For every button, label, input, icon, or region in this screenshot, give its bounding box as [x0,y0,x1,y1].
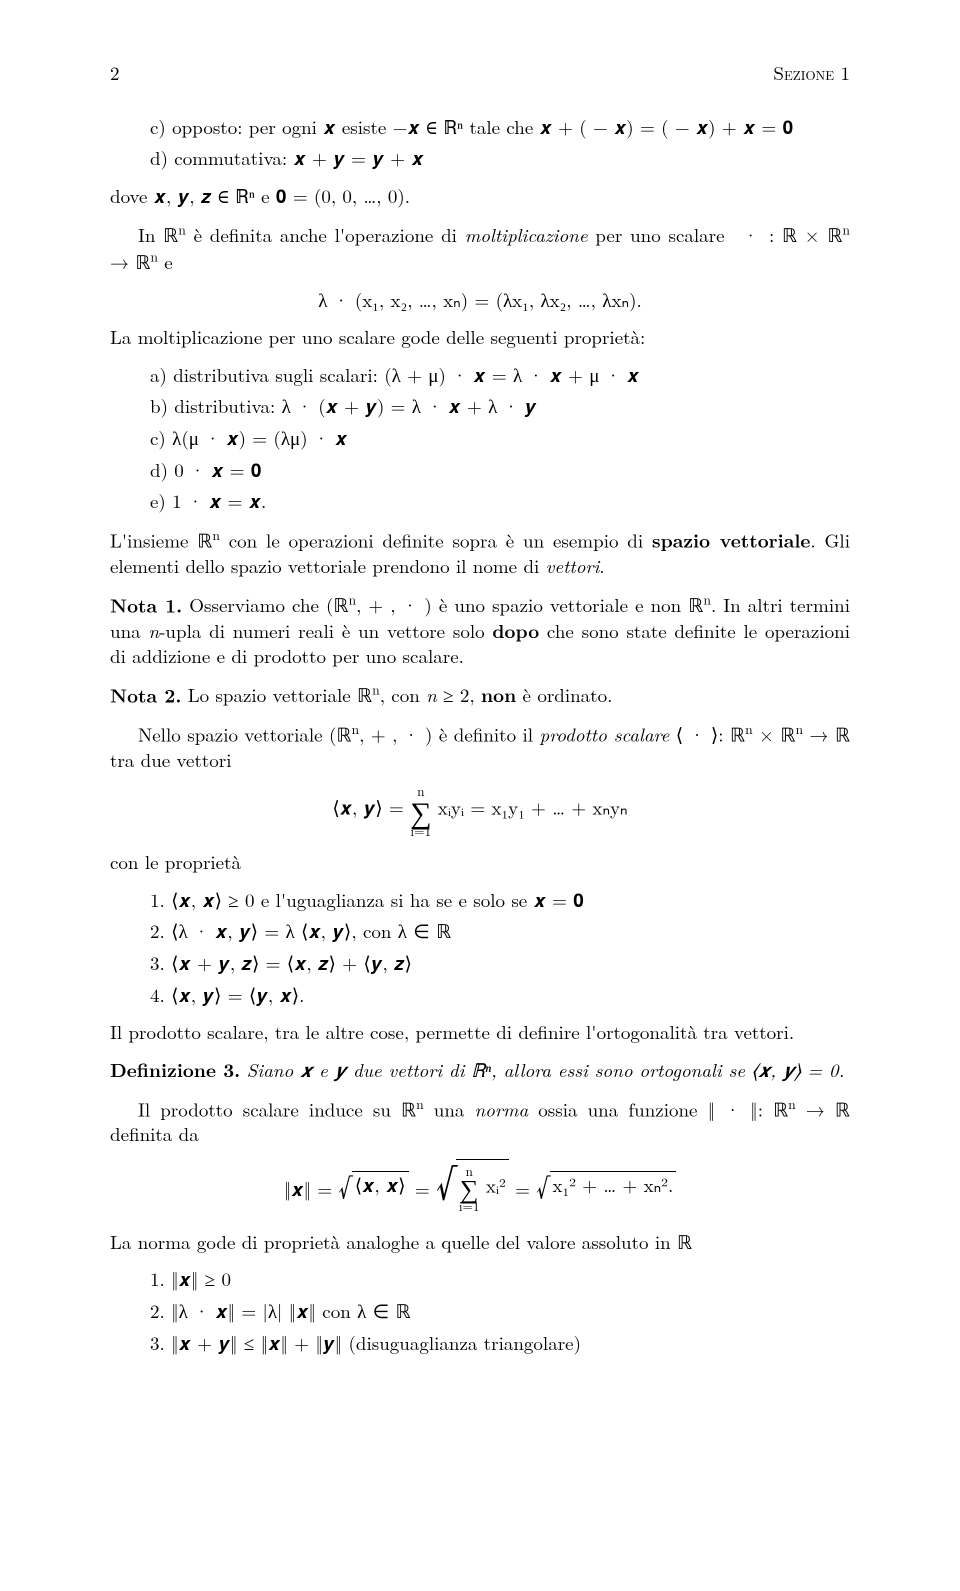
nota-1: Nota 1. Osserviamo che (ℝn, + , · ) è un… [110,591,850,669]
prodotto-scalare-intro: Nello spazio vettoriale (ℝn, + , · ) è d… [110,720,850,773]
item-d-zero: d) 0 · 𝒙 = 𝟎 [150,457,850,483]
sum-block-norma: n ∑ i=1 [459,1164,480,1213]
running-header: 2 Sezione 1 [110,60,850,86]
moltiplicazione-props-intro: La moltiplicazione per uno scalare gode … [110,324,850,350]
nota2-label: Nota 2. [110,680,181,708]
text: In ℝn è definita anche l'operazione di m… [110,221,850,275]
sum-lower: i=1 [459,1199,480,1212]
prodotto-scalare-closing: Il prodotto scalare, tra le altre cose, … [110,1019,850,1045]
nota2-text: Lo spazio vettoriale ℝn, con n ≥ 2, non … [188,681,613,708]
item-c-opposto: c) opposto: per ogni 𝒙 esiste −𝒙 ∈ ℝⁿ ta… [150,114,850,140]
nota1-text: Osserviamo che (ℝn, + , · ) è uno spazio… [110,591,850,669]
section-title: Sezione 1 [773,60,850,86]
moltiplicazione-eq: λ · (x₁, x₂, …, xₙ) = (λx₁, λx₂, …, λxₙ)… [110,287,850,313]
prodotto-scalare-eq: ⟨𝒙, 𝒚⟩ = n ∑ i=1 xᵢyᵢ = x₁y₁ + … + xₙyₙ [110,784,850,837]
sqrt-3: √ x₁² + … + xₙ². [536,1171,676,1199]
sum-body: xᵢ² [486,1172,506,1199]
norma-lhs: ‖𝒙‖ = [284,1175,339,1202]
nota1-label: Nota 1. [110,590,182,618]
sqrt-sign-icon: √ [436,1159,456,1217]
rhs: xᵢyᵢ = x₁y₁ + … + xₙyₙ [438,794,628,821]
norma-intro: Il prodotto scalare induce su ℝn una nor… [110,1095,850,1148]
def3-text: Siano 𝒙 e 𝒚 due vettori di ℝⁿ, allora es… [247,1056,845,1083]
sqrt-2: √ n ∑ i=1 xᵢ² [436,1159,509,1217]
eq3: = [515,1175,536,1202]
norma-props-intro: La norma gode di proprietà analoghe a qu… [110,1229,850,1255]
nota-2: Nota 2. Lo spazio vettoriale ℝn, con n ≥… [110,681,850,708]
prop-3: 3. ⟨𝒙 + 𝒚, 𝒛⟩ = ⟨𝒙, 𝒛⟩ + ⟨𝒚, 𝒛⟩ [150,950,850,976]
sqrt-1: √ ⟨𝒙, 𝒙⟩ [338,1171,408,1199]
item-e-one: e) 1 · 𝒙 = 𝒙. [150,488,850,514]
con-proprieta: con le proprietà [110,849,850,875]
document-page: 2 Sezione 1 c) opposto: per ogni 𝒙 esist… [0,0,960,1591]
norma-prop-3: 3. ‖𝒙 + 𝒚‖ ≤ ‖𝒙‖ + ‖𝒚‖ (disuguaglianza t… [150,1330,850,1356]
sqrt-body-3: x₁² + … + xₙ². [550,1171,677,1199]
eq2: = [415,1175,436,1202]
prop-4: 4. ⟨𝒙, 𝒚⟩ = ⟨𝒚, 𝒙⟩. [150,982,850,1008]
dove-line: dove 𝒙, 𝒚, 𝒛 ∈ ℝⁿ e 𝟎 = (0, 0, …, 0). [110,183,850,209]
norma-prop-2: 2. ‖λ · 𝒙‖ = |λ| ‖𝒙‖ con λ ∈ ℝ [150,1298,850,1324]
sum-block: n ∑ i=1 [410,784,431,837]
sqrt-sign-icon: √ [338,1171,351,1199]
insieme-para: L'insieme ℝn con le operazioni definite … [110,526,850,579]
sqrt-body-2: n ∑ i=1 xᵢ² [456,1159,509,1217]
sqrt-sign-icon: √ [536,1171,549,1199]
sqrt-body-1: ⟨𝒙, 𝒙⟩ [352,1171,409,1199]
prop-2: 2. ⟨λ · 𝒙, 𝒚⟩ = λ ⟨𝒙, 𝒚⟩, con λ ∈ ℝ [150,918,850,944]
page-number: 2 [110,60,120,86]
item-c-assoc: c) λ(μ · 𝒙) = (λμ) · 𝒙 [150,425,850,451]
norma-prop-1: 1. ‖𝒙‖ ≥ 0 [150,1266,850,1292]
lhs: ⟨𝒙, 𝒚⟩ = [332,794,410,821]
item-a-dist-scalari: a) distributiva sugli scalari: (λ + μ) ·… [150,362,850,388]
def3-label: Definizione 3. [110,1055,240,1083]
prop-1: 1. ⟨𝒙, 𝒙⟩ ≥ 0 e l'uguaglianza si ha se e… [150,887,850,913]
moltiplicazione-def: In ℝn è definita anche l'operazione di m… [110,221,850,275]
item-b-distributiva: b) distributiva: λ · (𝒙 + 𝒚) = λ · 𝒙 + λ… [150,393,850,419]
norma-eq: ‖𝒙‖ = √ ⟨𝒙, 𝒙⟩ = √ n ∑ i=1 xᵢ² = √ x₁² +… [110,1159,850,1217]
item-d-commutativa: d) commutativa: 𝒙 + 𝒚 = 𝒚 + 𝒙 [150,145,850,171]
sum-lower: i=1 [410,824,431,837]
definizione-3: Definizione 3. Siano 𝒙 e 𝒚 due vettori d… [110,1057,850,1083]
